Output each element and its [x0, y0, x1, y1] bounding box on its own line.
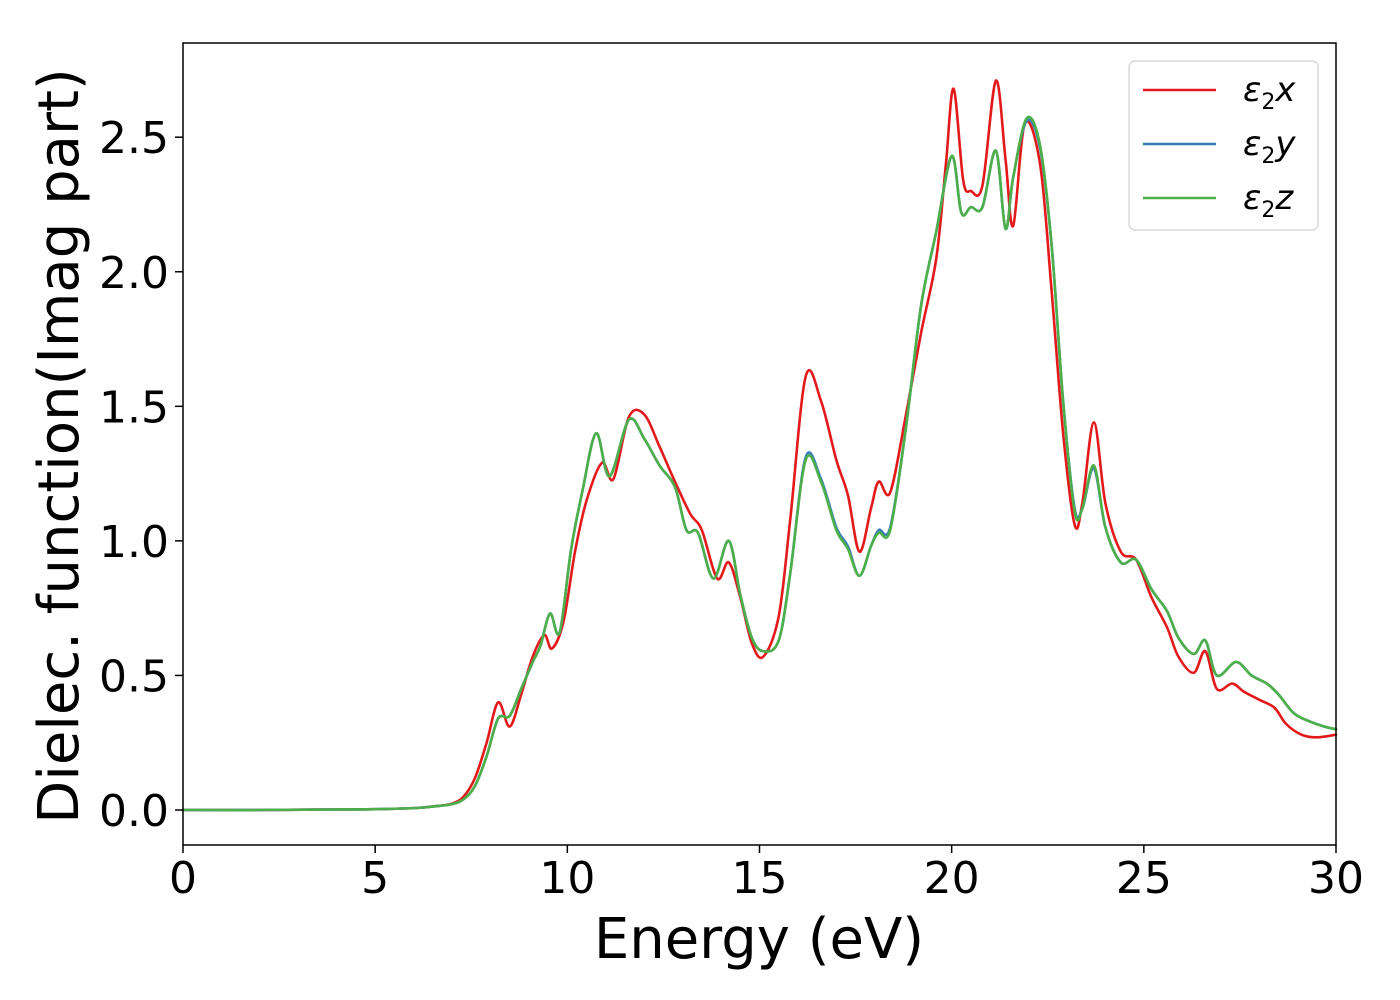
series-line-z [181, 115, 1338, 812]
legend: ε2x ε2y ε2z [1128, 60, 1319, 231]
y-tick-label: 0.0 [99, 786, 169, 837]
x-tick-label: 30 [1308, 853, 1364, 904]
series-layer [181, 79, 1338, 812]
x-tick-label: 20 [924, 853, 980, 904]
x-axis-title: Energy (eV) [594, 907, 924, 972]
x-tick-label: 25 [1116, 853, 1172, 904]
y-tick-label: 1.0 [99, 517, 169, 568]
legend-label: ε2y [1243, 124, 1296, 169]
x-tick-label: 0 [169, 853, 197, 904]
y-tick-label: 0.5 [99, 651, 169, 702]
series-line-x [181, 79, 1338, 812]
y-tick-label: 2.5 [99, 113, 169, 164]
y-tick-label: 2.0 [99, 248, 169, 299]
legend-label: ε2x [1243, 70, 1296, 115]
legend-box [1128, 60, 1319, 231]
y-tick-label: 1.5 [99, 382, 169, 433]
axes-layer: 0 5 10 15 20 25 30 0.0 0.5 1.0 1.5 2.0 2.5 [99, 113, 1364, 904]
x-tick-label: 15 [732, 853, 788, 904]
x-tick-label: 5 [361, 853, 389, 904]
legend-label: ε2z [1243, 178, 1294, 223]
x-tick-label: 10 [539, 853, 595, 904]
y-axis-title: Dielec. function(Imag part) [27, 68, 92, 824]
